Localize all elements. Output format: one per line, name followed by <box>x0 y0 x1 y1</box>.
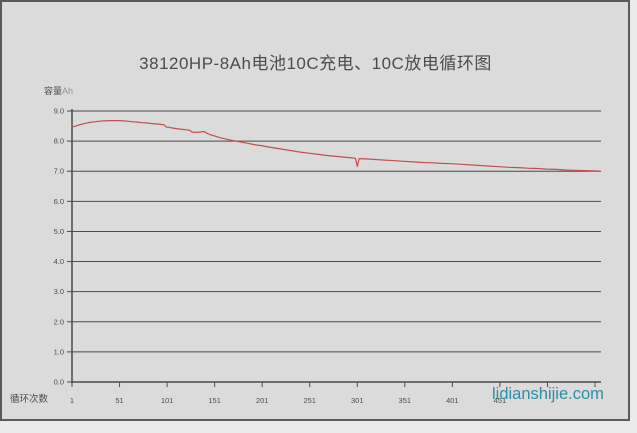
y-tick-label: 4.0 <box>54 257 64 266</box>
y-tick-label: 6.0 <box>54 197 64 206</box>
x-tick-label: 401 <box>446 396 459 405</box>
chart-title: 38120HP-8Ah电池10C充电、10C放电循环图 <box>139 54 492 73</box>
y-tick-label: 3.0 <box>54 287 64 296</box>
x-axis-title: 循环次数 <box>10 394 49 405</box>
chart-frame <box>0 0 630 421</box>
x-tick-label: 301 <box>351 396 364 405</box>
y-tick-label: 0.0 <box>54 378 64 387</box>
watermark-text: lidianshijie.com <box>492 385 604 403</box>
x-tick-label: 201 <box>256 396 269 405</box>
x-tick-label: 1 <box>70 396 74 405</box>
y-axis-title: 容量Ah <box>44 84 73 97</box>
x-tick-label: 101 <box>161 396 174 405</box>
y-axis-title-text: 容量 <box>44 86 63 96</box>
capacity-curve <box>71 119 602 172</box>
y-tick-label: 9.0 <box>54 107 64 116</box>
x-tick-label: 151 <box>208 396 221 405</box>
y-tick-label: 5.0 <box>54 227 64 236</box>
x-tick-label: 251 <box>303 396 316 405</box>
y-tick-label: 8.0 <box>54 137 64 146</box>
x-tick-label: 451 <box>494 396 507 405</box>
y-tick-label: 1.0 <box>54 347 64 356</box>
y-tick-label: 7.0 <box>54 167 64 176</box>
y-tick-label: 2.0 <box>54 317 64 326</box>
y-axis-unit: Ah <box>62 86 74 96</box>
x-tick-label: 351 <box>399 396 412 405</box>
x-tick-label: 51 <box>115 396 123 405</box>
